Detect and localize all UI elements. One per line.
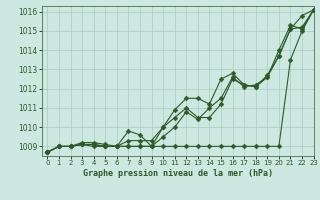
X-axis label: Graphe pression niveau de la mer (hPa): Graphe pression niveau de la mer (hPa) bbox=[83, 169, 273, 178]
